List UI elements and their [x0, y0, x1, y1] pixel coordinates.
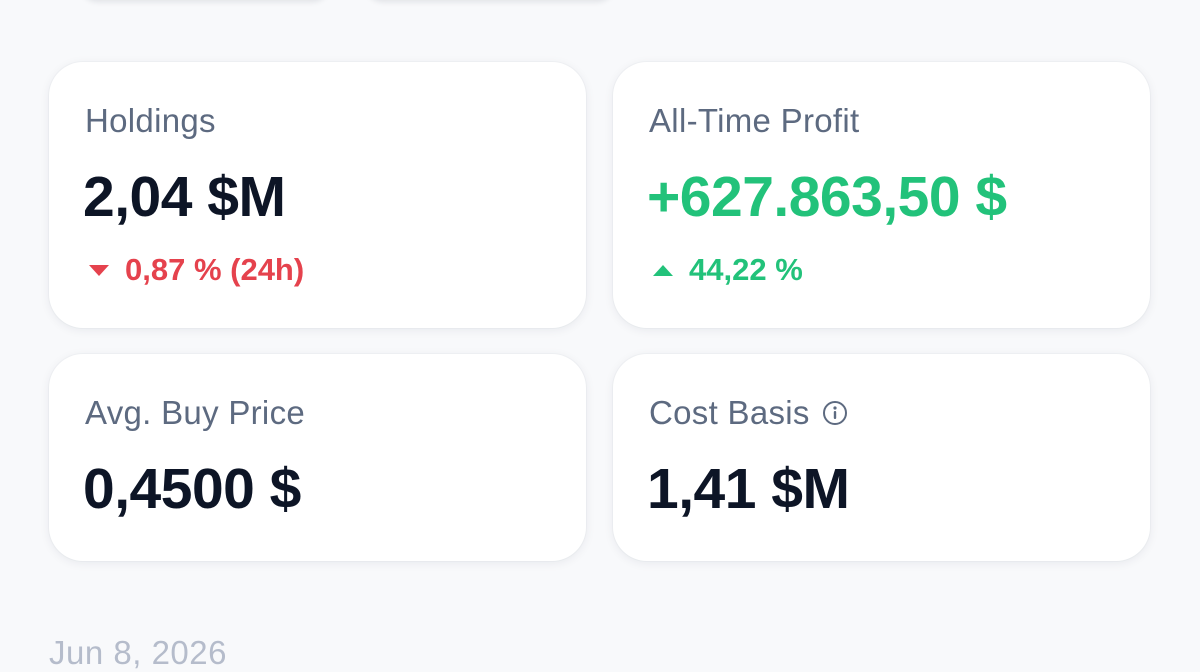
all-time-profit-change-value: 44,22 % [689, 252, 803, 287]
cost-basis-value: 1,41 $M [647, 457, 850, 521]
cost-basis-label: Cost Basis [649, 394, 810, 431]
all-time-profit-change: 44,22 % [653, 252, 803, 288]
info-icon[interactable] [822, 400, 848, 426]
holdings-value: 2,04 $M [83, 165, 286, 229]
holdings-change-value: 0,87 % (24h) [125, 252, 305, 287]
cost-basis-card[interactable]: Cost Basis 1,41 $M [613, 354, 1150, 561]
holdings-change: 0,87 % (24h) [89, 252, 304, 288]
cost-basis-label-row: Cost Basis [649, 394, 848, 432]
holdings-card[interactable]: Holdings 2,04 $M 0,87 % (24h) [49, 62, 586, 328]
all-time-profit-value: +627.863,50 $ [647, 165, 1007, 229]
triangle-up-icon [653, 264, 673, 276]
date-heading: Jun 8, 2026 [49, 634, 227, 671]
avg-buy-price-value: 0,4500 $ [83, 457, 301, 521]
all-time-profit-label: All-Time Profit [649, 102, 860, 139]
holdings-label: Holdings [85, 102, 216, 139]
avg-buy-price-label: Avg. Buy Price [85, 394, 306, 431]
all-time-profit-card[interactable]: All-Time Profit +627.863,50 $ 44,22 % [613, 62, 1150, 328]
triangle-down-icon [89, 264, 109, 276]
avg-buy-price-card[interactable]: Avg. Buy Price 0,4500 $ [49, 354, 586, 561]
